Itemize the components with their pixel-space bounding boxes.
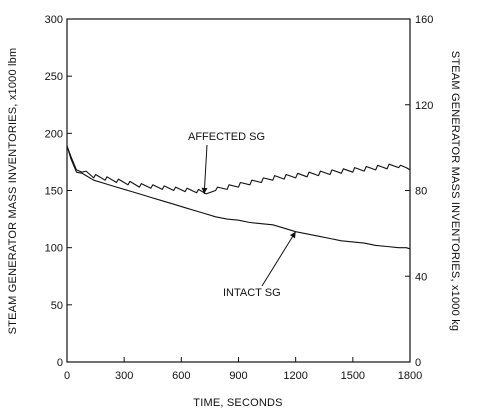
x-tick-label: 600 — [172, 370, 190, 382]
x-tick-label: 1800 — [398, 370, 422, 382]
right-y-axis-ticks: 0 40 80 120 160 — [405, 14, 433, 369]
series-line-intact-sg — [66, 145, 411, 250]
annotation-label: INTACT SG — [223, 287, 281, 299]
annotation-arrowhead — [201, 187, 208, 194]
left-y-tick-label: 150 — [45, 186, 63, 198]
annotation-leader-line — [203, 144, 208, 194]
series-group — [66, 145, 411, 250]
left-y-tick-label: 100 — [45, 243, 63, 255]
left-y-tick-label: 200 — [45, 128, 63, 140]
left-y-tick-label: 0 — [57, 357, 63, 369]
left-y-tick-label: 50 — [51, 300, 63, 312]
annotation-leader-line — [261, 231, 297, 287]
annotations: AFFECTED SG INTACT SG — [188, 131, 297, 299]
series-line-affected-sg — [66, 145, 411, 195]
left-y-axis-title: STEAM GENERATOR MASS INVENTORIES, x1000 … — [7, 48, 19, 335]
x-tick-label: 300 — [115, 370, 133, 382]
left-y-tick-label: 300 — [45, 14, 63, 26]
x-tick-label: 1500 — [341, 370, 365, 382]
plot-frame — [66, 18, 411, 363]
right-y-tick-label: 80 — [415, 186, 427, 198]
right-y-tick-label: 40 — [415, 271, 427, 283]
x-tick-label: 900 — [229, 370, 247, 382]
left-y-tick-label: 250 — [45, 71, 63, 83]
right-y-tick-label: 160 — [415, 14, 433, 26]
x-tick-label: 0 — [64, 370, 70, 382]
right-y-tick-label: 0 — [415, 357, 421, 369]
x-axis-ticks: 0 300 600 900 1200 1500 1800 — [64, 357, 422, 382]
annotation-arrowhead — [289, 231, 296, 239]
annotation-label: AFFECTED SG — [188, 131, 265, 143]
right-y-tick-label: 120 — [415, 100, 433, 112]
left-y-axis-ticks: 0 50 100 150 200 250 300 — [45, 14, 72, 369]
right-y-axis-title: STEAM GENERATOR MASS INVENTORIES, x1000 … — [449, 51, 461, 331]
x-tick-label: 1200 — [283, 370, 307, 382]
x-axis-title: TIME, SECONDS — [193, 397, 282, 409]
